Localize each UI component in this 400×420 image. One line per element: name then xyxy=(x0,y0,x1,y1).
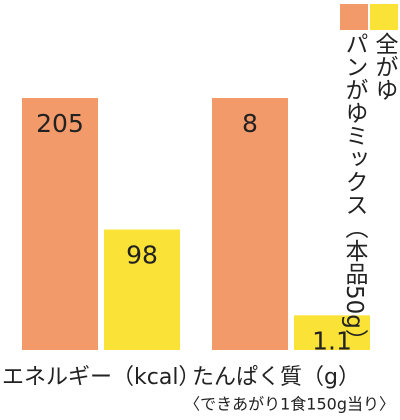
bar xyxy=(22,98,98,350)
value-label: 8 xyxy=(242,109,258,138)
x-label: たんぱく質（g） xyxy=(192,365,360,390)
value-label: 205 xyxy=(36,109,84,138)
legend-label: 全がゆ xyxy=(371,32,397,101)
legend-label: パンがゆミックス（本品50g） xyxy=(341,32,367,352)
value-label: 98 xyxy=(126,241,158,270)
value-label: 1.1 xyxy=(312,326,352,355)
bar xyxy=(104,229,180,350)
bar xyxy=(212,98,288,350)
note: 〈できあがり1食150g当り〉 xyxy=(184,395,395,414)
x-label: エネルギー（kcal） xyxy=(2,365,200,390)
legend-swatch xyxy=(340,4,368,30)
bar xyxy=(294,315,370,350)
legend-swatch xyxy=(370,4,398,30)
